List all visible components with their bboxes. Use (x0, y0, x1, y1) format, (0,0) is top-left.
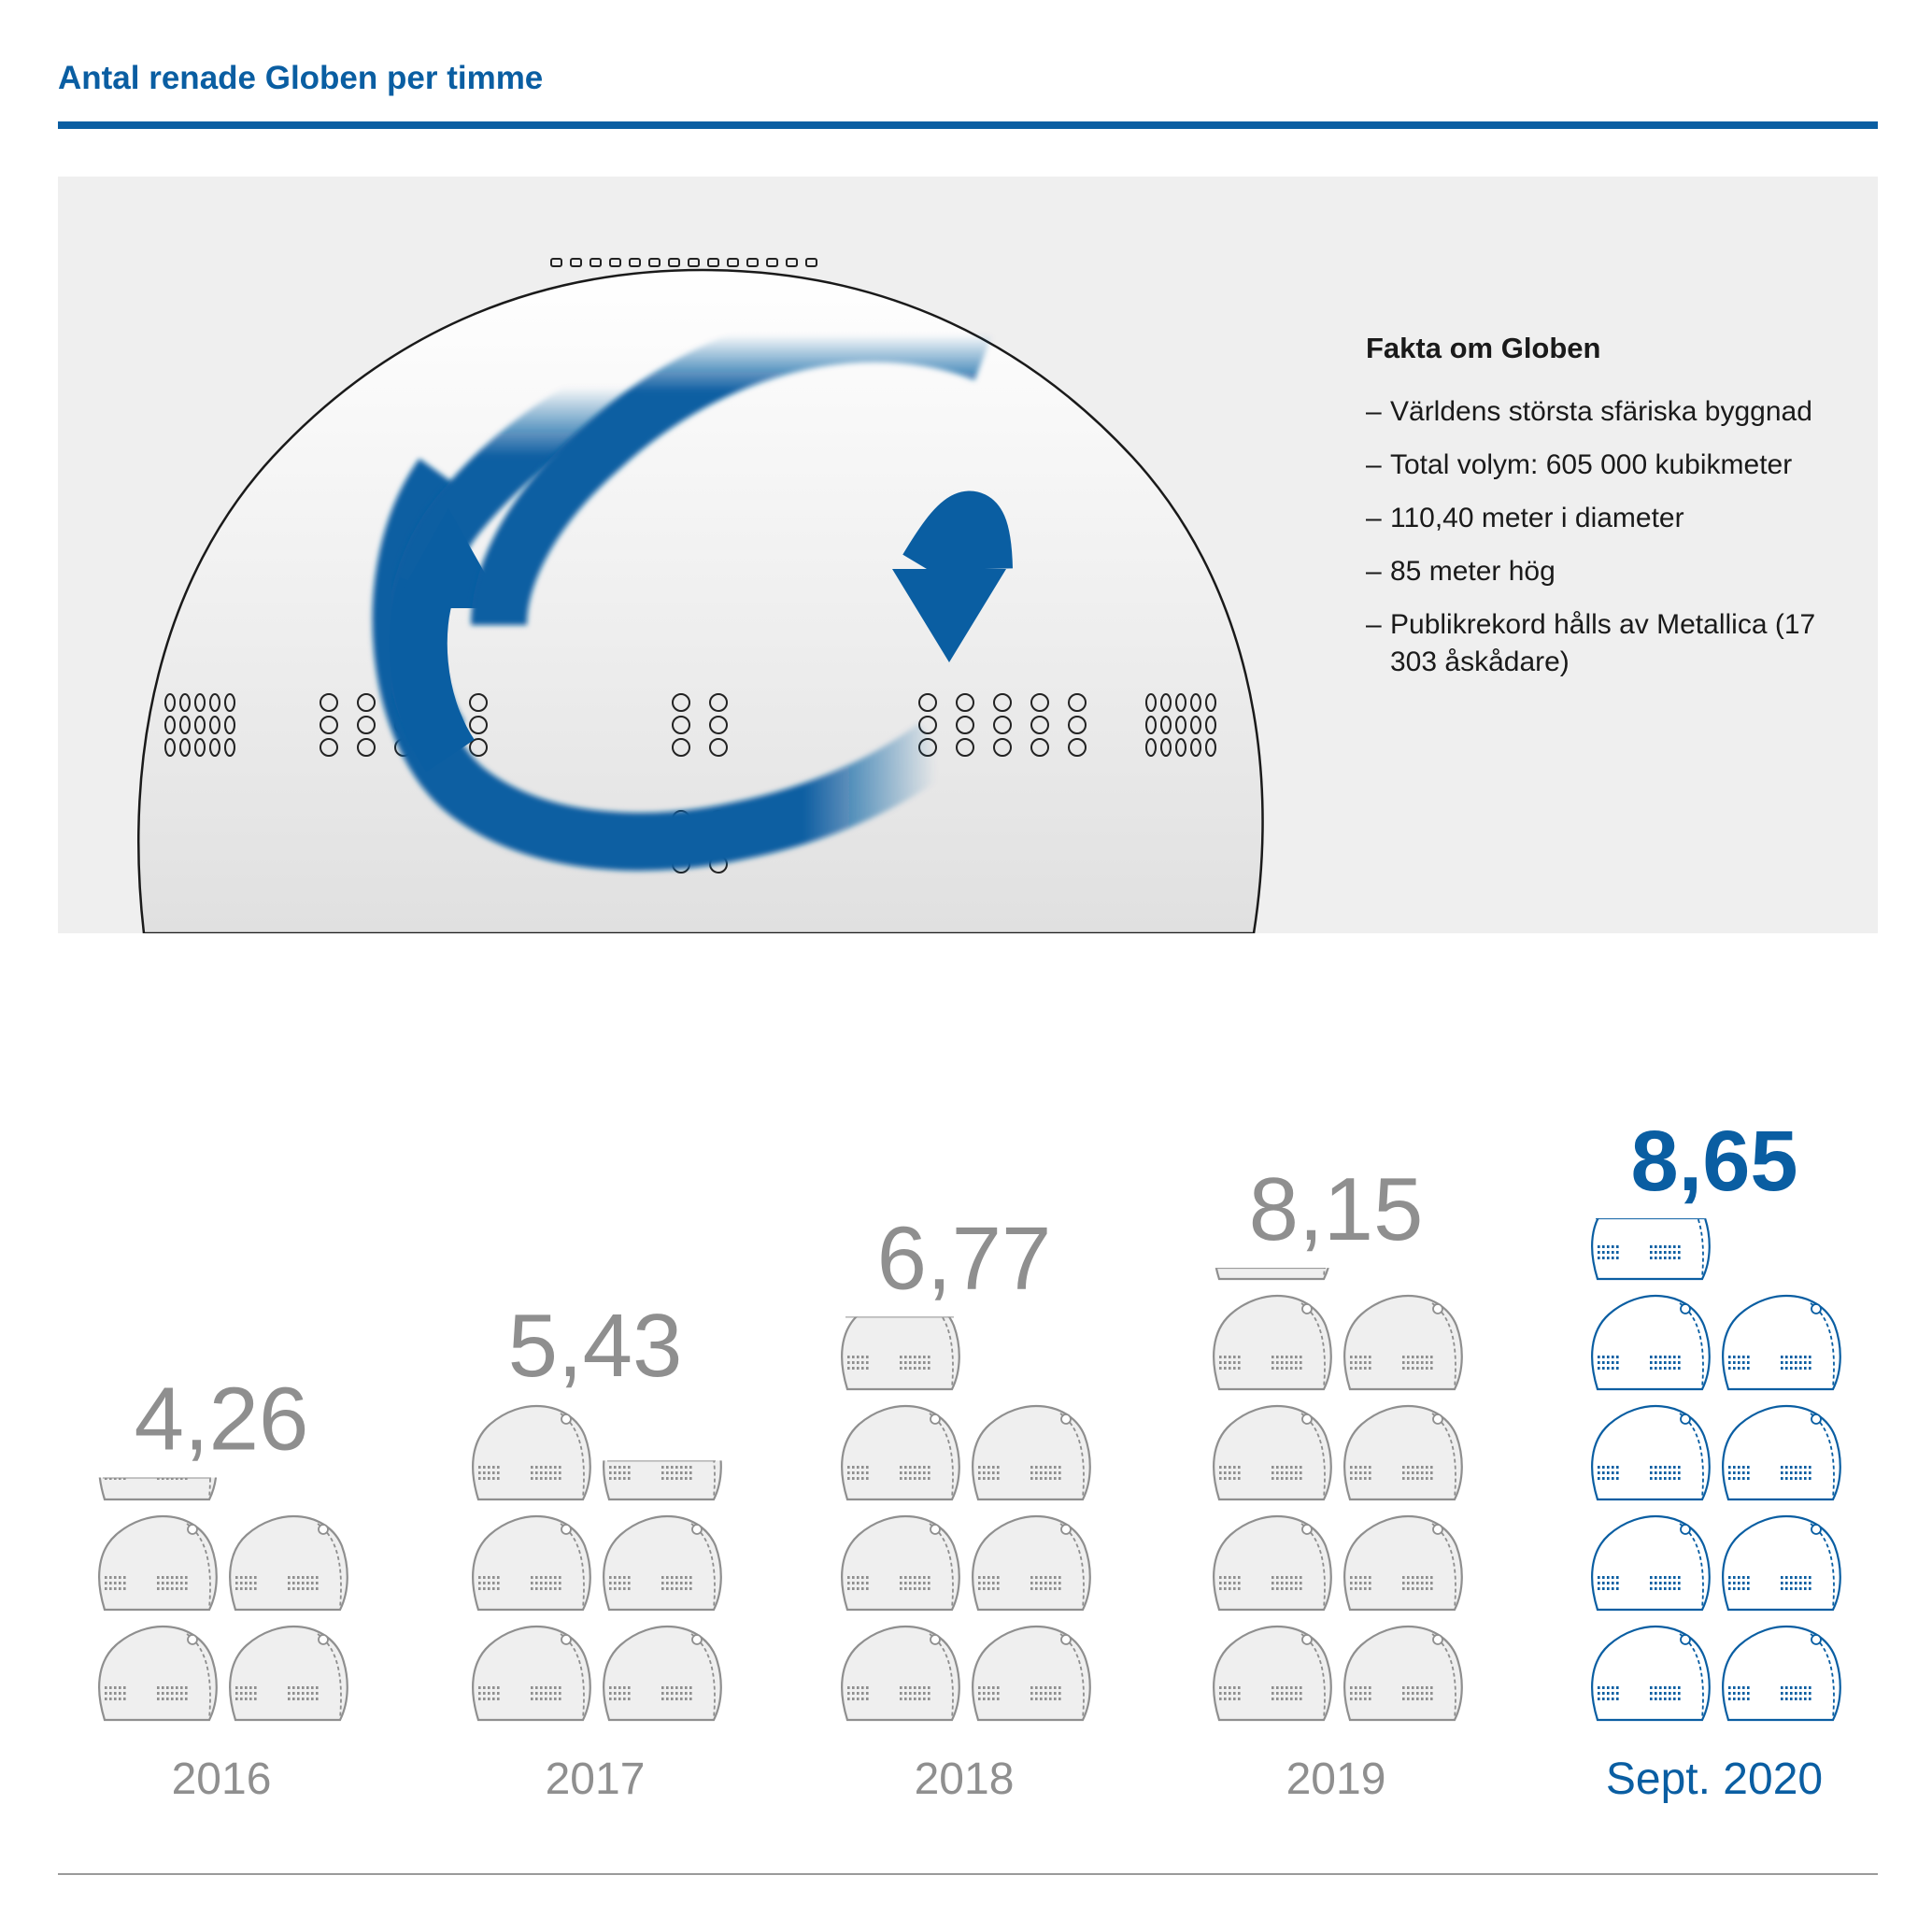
globe-icon (98, 1477, 218, 1501)
globe-icon (1722, 1514, 1841, 1612)
globe-icon (1213, 1625, 1332, 1722)
partial-globe-icon (1591, 1218, 1711, 1281)
value-label: 8,65 (1630, 1114, 1797, 1209)
fact-text: Världens största sfäriska byggnad (1390, 396, 1812, 427)
value-label: 4,26 (135, 1369, 309, 1469)
category-label: 2016 (172, 1754, 272, 1803)
globe-icon (1591, 1514, 1711, 1612)
category-label: 2017 (546, 1754, 646, 1803)
hero-panel: Fakta om Globen – Världens största sfäris… (58, 177, 1878, 933)
page-title: Antal renade Globen per timme (58, 60, 544, 96)
fact-item: – Total volym: 605 000 kubikmeter (1366, 449, 1793, 480)
globe-icon (98, 1514, 218, 1612)
globe-icon (1591, 1294, 1711, 1391)
globe-icon (1591, 1404, 1711, 1501)
globe-icon (472, 1625, 591, 1722)
fact-item: – Publikrekord hålls av Metallica (17 303… (1366, 609, 1816, 677)
facts-list: – Världens största sfäriska byggnad – Tota… (1366, 393, 1852, 681)
facts-title: Fakta om Globen (1366, 332, 1601, 364)
fact-text: 85 meter hög (1390, 556, 1556, 587)
globe-icon (1213, 1514, 1332, 1612)
globe-icon (1343, 1404, 1463, 1501)
globe-icon (1343, 1514, 1463, 1612)
globe-icon (972, 1514, 1091, 1612)
globe-icon (1213, 1404, 1332, 1501)
globe-icon (1343, 1625, 1463, 1722)
fact-text: 110,40 meter i diameter (1390, 503, 1684, 533)
partial-globe-icon (98, 1477, 218, 1501)
globe-icon (972, 1404, 1091, 1501)
globe-icon (841, 1625, 960, 1722)
globe-cross-section (137, 258, 1264, 933)
globe-icon (229, 1514, 348, 1612)
globe-icon (1722, 1625, 1841, 1722)
globe-icon (603, 1514, 722, 1612)
globe-icon (972, 1625, 1091, 1722)
globe-icon (472, 1514, 591, 1612)
fact-text: Total volym: 605 000 kubikmeter (1390, 449, 1793, 480)
pictogram-chart: 4,26 2016 5,43 2017 6,77 2018 8,15 2019 8,65 Sept… (98, 1114, 1841, 1803)
value-label: 8,15 (1249, 1159, 1424, 1259)
roof-vents (550, 258, 817, 267)
fact-text: Publikrekord hålls av Metallica (17 303 … (1390, 609, 1816, 677)
bottom-rule (58, 1873, 1878, 1875)
globe-icon (603, 1460, 722, 1501)
fact-item: –110,40 meter i diameter (1366, 503, 1684, 533)
partial-globe-icon (841, 1316, 960, 1391)
globe-icon (1213, 1294, 1332, 1391)
globe-icon (1591, 1625, 1711, 1722)
globe-icon (1722, 1294, 1841, 1391)
globe-icon (1722, 1404, 1841, 1501)
title-rule (58, 121, 1878, 129)
globe-icon (841, 1404, 960, 1501)
globe-icon (1591, 1218, 1711, 1281)
facts-box: Fakta om Globen – Världens största sfäris… (1366, 332, 1852, 697)
globe-icon (603, 1625, 722, 1722)
value-label: 6,77 (877, 1208, 1052, 1308)
globe-icon (472, 1404, 591, 1501)
fact-item: –85 meter hög (1366, 556, 1556, 587)
globe-icon (1215, 1268, 1329, 1281)
partial-globe-icon (1215, 1268, 1329, 1281)
category-label: 2018 (915, 1754, 1015, 1803)
globe-icon (841, 1514, 960, 1612)
category-label: 2019 (1286, 1754, 1386, 1803)
globe-icon (1343, 1294, 1463, 1391)
globe-icon (98, 1625, 218, 1722)
partial-globe-icon (603, 1460, 722, 1501)
circulation-arrows-icon (372, 305, 1013, 871)
globe-icon (229, 1625, 348, 1722)
category-label: Sept. 2020 (1606, 1754, 1823, 1803)
value-label: 5,43 (508, 1296, 683, 1396)
fact-item: – Världens största sfäriska byggnad (1366, 396, 1812, 427)
globe-icon (841, 1316, 960, 1391)
